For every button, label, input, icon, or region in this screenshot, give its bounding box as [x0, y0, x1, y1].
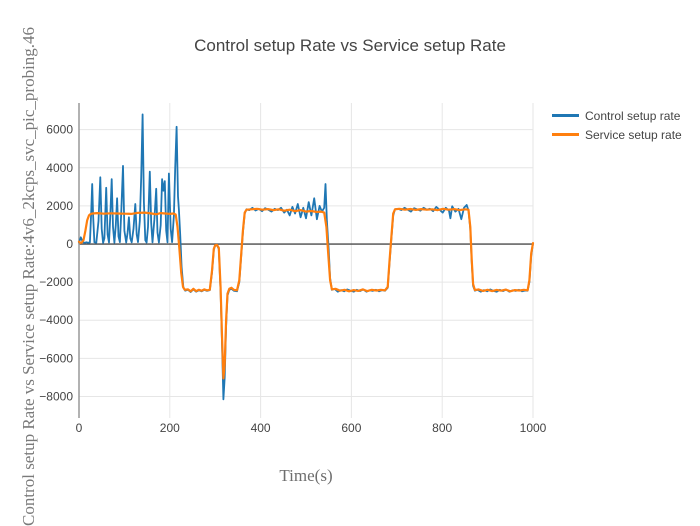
- legend-item-service[interactable]: Service setup rate: [552, 125, 682, 144]
- plot-area[interactable]: −8000 −6000 −4000 −2000 0 2000 4000 6000 0 200 400…: [0, 0, 700, 500]
- y-tick-label: 2000: [46, 199, 73, 213]
- service-line-swatch: [552, 133, 579, 136]
- control-line-swatch: [552, 114, 579, 117]
- y-tick-label: 6000: [46, 123, 73, 137]
- y-tick-label: 0: [66, 237, 73, 251]
- x-tick-label: 600: [341, 421, 361, 435]
- y-axis-title: Control setup Rate vs Service setup Rate…: [19, 26, 38, 526]
- y-tick-label: −4000: [39, 313, 73, 327]
- y-tick-label: −6000: [39, 351, 73, 365]
- x-tick-label: 0: [76, 421, 83, 435]
- x-tick-label: 800: [432, 421, 452, 435]
- x-tick-label: 1000: [520, 421, 547, 435]
- legend-label: Service setup rate: [585, 127, 682, 142]
- control-setup-rate-line[interactable]: [78, 113, 534, 401]
- x-tick-label: 200: [160, 421, 180, 435]
- y-tick-label: −8000: [39, 389, 73, 403]
- y-tick-label: −2000: [39, 275, 73, 289]
- x-tick-label: 400: [251, 421, 271, 435]
- legend-label: Control setup rate: [585, 108, 681, 123]
- chart-title: Control setup Rate vs Service setup Rate: [194, 36, 506, 55]
- legend: Control setup rate Service setup rate: [552, 106, 682, 144]
- x-axis-title: Time(s): [279, 466, 333, 485]
- legend-item-control[interactable]: Control setup rate: [552, 106, 682, 125]
- service-setup-rate-line[interactable]: [77, 207, 535, 380]
- y-tick-label: 4000: [46, 161, 73, 175]
